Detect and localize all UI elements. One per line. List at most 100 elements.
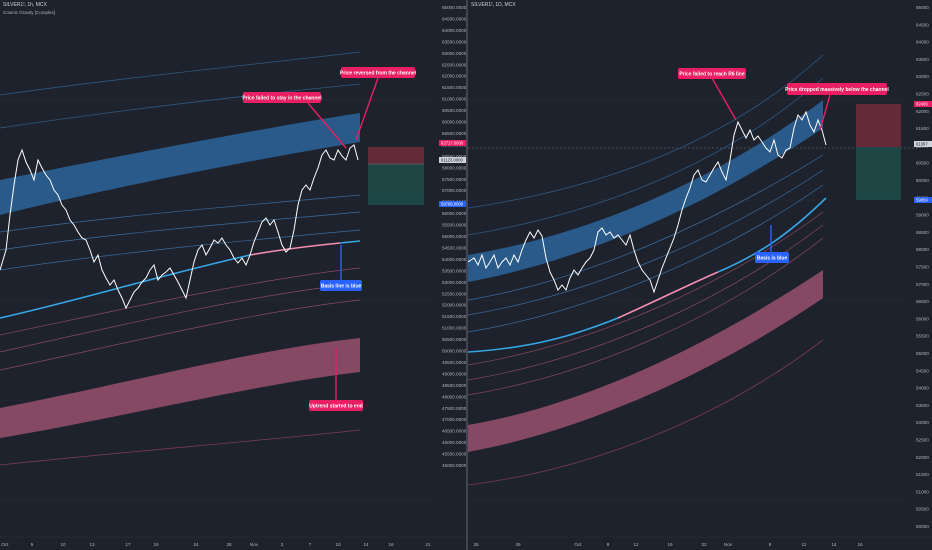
right-price-tick: 62500 [916, 92, 929, 97]
svg-text:Basis line is blue: Basis line is blue [321, 284, 362, 290]
right-basis-blue-2 [717, 197, 827, 273]
left-time-tick: 10 [335, 542, 341, 547]
right-lower-channel [468, 270, 823, 452]
left-price-tick: 52000.0000 [442, 303, 466, 308]
left-symbol-title: SILVER1!, 1h, MCX [3, 2, 47, 8]
right-price-axis[interactable]: 65000 64500 64000 63500 63000 62500 62000 61500… [916, 5, 929, 529]
left-price-tag-2: 61123.0000 [439, 157, 466, 163]
right-time-axis[interactable]: 26 29 Oct 8 12 19 22 Nov 8 11 14 16 [473, 542, 863, 547]
right-price-tick: 64500 [916, 22, 929, 27]
right-price-tick: 52500 [916, 438, 929, 443]
left-time-tick: 14 [363, 542, 369, 547]
left-price-tick: 51500.0000 [442, 314, 466, 319]
left-price-tick: 52500.0000 [442, 291, 466, 296]
panel-divider[interactable] [466, 0, 468, 550]
right-time-tick: 26 [473, 542, 479, 547]
left-price-tick: 64000.0000 [442, 28, 466, 33]
right-price-tick: 63500 [916, 57, 929, 62]
left-price-tick: 46000.0000 [442, 440, 466, 445]
left-price-tick: 53000.0000 [442, 280, 466, 285]
left-price-tick: 49000.0000 [442, 371, 466, 376]
left-price-tick: 55000.0000 [442, 234, 466, 239]
right-price-tick: 57500 [916, 265, 929, 270]
right-price-tick: 51500 [916, 472, 929, 477]
left-price-tick: 63000.0000 [442, 51, 466, 56]
left-s6-line [0, 429, 361, 466]
left-time-tick: 28 [226, 542, 232, 547]
svg-text:Price reversed from the channe: Price reversed from the channel [340, 71, 417, 77]
left-r6-line [0, 83, 361, 129]
left-price-tick: 54500.0000 [442, 245, 466, 250]
svg-text:62409: 62409 [916, 102, 928, 107]
left-r2-line [0, 211, 361, 251]
svg-text:Price failed to reach R6 line: Price failed to reach R6 line [679, 72, 745, 78]
left-price-tick: 53500.0000 [442, 268, 466, 273]
left-price-tick: 61500.0000 [442, 85, 466, 90]
left-price-tick: 65000.0000 [442, 5, 466, 10]
svg-text:Price dropped massively below: Price dropped massively below the channe… [785, 87, 889, 93]
right-annotation-dropped[interactable]: Price dropped massively below the channe… [785, 83, 889, 131]
left-price-tick: 58000.0000 [442, 165, 466, 170]
left-time-tick: 13 [89, 542, 95, 547]
right-r1-line [468, 184, 824, 333]
right-target-zone [856, 147, 901, 200]
left-time-tick: Nov [250, 542, 259, 547]
left-price-tick: 47500.0000 [442, 406, 466, 411]
left-price-tick: 46500.0000 [442, 429, 466, 434]
right-price-tick: 62000 [916, 109, 929, 114]
left-price-tick: 49500.0000 [442, 360, 466, 365]
left-annotation-basis[interactable]: Basis line is blue [320, 245, 362, 291]
right-price-tick: 55500 [916, 334, 929, 339]
left-price-tick: 55500.0000 [442, 223, 466, 228]
right-r7-line [468, 54, 824, 209]
left-price-tick: 47000.0000 [442, 417, 466, 422]
left-time-tick: 10 [60, 542, 66, 547]
right-chart-panel[interactable]: Price failed to reach R6 line Price drop… [468, 0, 932, 550]
left-lower-channel [0, 338, 360, 438]
left-annotation-uptrend[interactable]: Uptrend started to end [309, 348, 363, 411]
right-price-tick: 61500 [916, 126, 929, 131]
left-time-axis[interactable]: Oct 5 10 13 17 19 24 28 Nov 3 7 10 14 16 21 [1, 542, 431, 547]
right-symbol-title: SILVER1!, 1D, MCX [471, 2, 516, 8]
left-price-tick: 51000.0000 [442, 326, 466, 331]
left-price-tick: 59500.0000 [442, 131, 466, 136]
right-price-tick: 53500 [916, 403, 929, 408]
svg-text:59859: 59859 [916, 198, 928, 203]
right-time-tick: 16 [857, 542, 863, 547]
right-annotation-r6[interactable]: Price failed to reach R6 line [678, 68, 746, 121]
left-price-tick: 57000.0000 [442, 188, 466, 193]
left-time-tick: 7 [309, 542, 312, 547]
right-time-tick: 8 [769, 542, 772, 547]
right-price-tag-1: 62409 [914, 101, 932, 107]
left-annotation-failed[interactable]: Price failed to stay in the channel [242, 92, 347, 149]
left-target-zone [368, 164, 424, 205]
svg-text:Price failed to stay in the ch: Price failed to stay in the channel [242, 96, 322, 102]
right-chart-canvas[interactable]: Price failed to reach R6 line Price drop… [468, 0, 932, 550]
right-time-tick: Oct [574, 542, 582, 547]
svg-text:61367: 61367 [916, 142, 928, 147]
left-r3-line [0, 194, 361, 233]
left-time-tick: 19 [153, 542, 159, 547]
left-price-tick: 48500.0000 [442, 383, 466, 388]
left-price-tick: 58500.0000 [442, 154, 466, 159]
right-price-tick: 55000 [916, 351, 929, 356]
right-price-tick: 65000 [916, 5, 929, 10]
right-s1-line [468, 211, 824, 366]
right-price-tick: 60500 [916, 161, 929, 166]
left-price-tick: 62500.0000 [442, 62, 466, 67]
left-price-tag-1: 62717.0000 [439, 140, 466, 146]
left-chart-canvas[interactable]: Price reversed from the channel Price fa… [0, 0, 466, 550]
left-annotation-reversed[interactable]: Price reversed from the channel [340, 67, 417, 141]
left-price-tick: 60500.0000 [442, 108, 466, 113]
right-annotation-basis[interactable]: Basis is blue [755, 225, 789, 263]
left-s2-line [0, 282, 361, 353]
right-r3-line [468, 154, 824, 301]
left-stop-zone [368, 147, 424, 164]
left-price-tick: 56000.0000 [442, 211, 466, 216]
right-time-tick: 19 [667, 542, 673, 547]
right-time-tick: 29 [515, 542, 521, 547]
left-price-tick: 62000.0000 [442, 74, 466, 79]
left-chart-panel[interactable]: Price reversed from the channel Price fa… [0, 0, 466, 550]
left-price-axis[interactable]: 65000.0000 64500.0000 64000.0000 63500.0000… [442, 5, 466, 468]
right-s3-line [468, 237, 824, 396]
